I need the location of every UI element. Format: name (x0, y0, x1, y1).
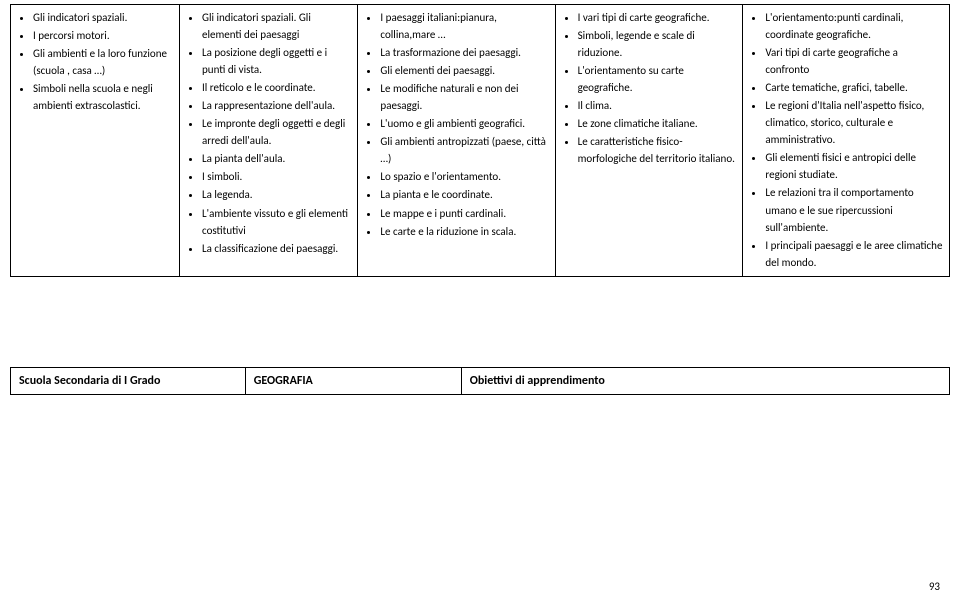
list-item: Simboli, legende e scale di riduzione. (578, 27, 737, 61)
content-column: I vari tipi di carte geografiche.Simboli… (555, 5, 743, 277)
list-item: Carte tematiche, grafici, tabelle. (765, 79, 943, 96)
bullet-list: Gli indicatori spaziali. Gli elementi de… (186, 9, 351, 257)
list-item: Gli elementi fisici e antropici delle re… (765, 149, 943, 183)
list-item: Lo spazio e l'orientamento. (380, 168, 548, 185)
list-item: Gli ambienti antropizzati (paese, città … (380, 133, 548, 167)
list-item: Il clima. (578, 97, 737, 114)
list-item: Gli indicatori spaziali. (33, 9, 173, 26)
list-item: La trasformazione dei paesaggi. (380, 44, 548, 61)
list-item: Gli ambienti e la loro funzione (scuola … (33, 45, 173, 79)
list-item: Simboli nella scuola e negli ambienti ex… (33, 80, 173, 114)
list-item: Le regioni d'Italia nell'aspetto fisico,… (765, 97, 943, 148)
list-item: I simboli. (202, 168, 351, 185)
list-item: La pianta dell'aula. (202, 150, 351, 167)
school-level: Scuola Secondaria di I Grado (11, 367, 246, 394)
list-item: I principali paesaggi e le aree climatic… (765, 237, 943, 271)
list-item: Le mappe e i punti cardinali. (380, 205, 548, 222)
list-item: La posizione degli oggetti e i punti di … (202, 44, 351, 78)
content-column: Gli indicatori spaziali. Gli elementi de… (180, 5, 358, 277)
list-item: L'orientamento su carte geografiche. (578, 62, 737, 96)
list-item: Il reticolo e le coordinate. (202, 79, 351, 96)
bullet-list: I vari tipi di carte geografiche.Simboli… (562, 9, 737, 167)
list-item: La classificazione dei paesaggi. (202, 240, 351, 257)
list-item: Gli elementi dei paesaggi. (380, 62, 548, 79)
content-column: L'orientamento:punti cardinali, coordina… (743, 5, 950, 277)
header-row-table: Scuola Secondaria di I Grado GEOGRAFIA O… (10, 367, 950, 395)
list-item: I percorsi motori. (33, 27, 173, 44)
section-title: Obiettivi di apprendimento (461, 367, 949, 394)
list-item: I paesaggi italiani:pianura, collina,mar… (380, 9, 548, 43)
bullet-list: I paesaggi italiani:pianura, collina,mar… (364, 9, 548, 240)
list-item: L'ambiente vissuto e gli elementi costit… (202, 205, 351, 239)
list-item: La legenda. (202, 186, 351, 203)
content-table: Gli indicatori spaziali.I percorsi motor… (10, 4, 950, 277)
list-item: La pianta e le coordinate. (380, 186, 548, 203)
list-item: L'uomo e gli ambienti geografici. (380, 115, 548, 132)
list-item: Le impronte degli oggetti e degli arredi… (202, 115, 351, 149)
list-item: Le zone climatiche italiane. (578, 115, 737, 132)
list-item: Le caratteristiche fisico-morfologiche d… (578, 133, 737, 167)
bullet-list: L'orientamento:punti cardinali, coordina… (749, 9, 943, 271)
list-item: Le carte e la riduzione in scala. (380, 223, 548, 240)
list-item: Gli indicatori spaziali. Gli elementi de… (202, 9, 351, 43)
list-item: Le relazioni tra il comportamento umano … (765, 184, 943, 235)
subject: GEOGRAFIA (245, 367, 461, 394)
list-item: L'orientamento:punti cardinali, coordina… (765, 9, 943, 43)
list-item: Vari tipi di carte geografiche a confron… (765, 44, 943, 78)
content-column: Gli indicatori spaziali.I percorsi motor… (11, 5, 180, 277)
list-item: I vari tipi di carte geografiche. (578, 9, 737, 26)
bullet-list: Gli indicatori spaziali.I percorsi motor… (17, 9, 173, 114)
content-column: I paesaggi italiani:pianura, collina,mar… (358, 5, 555, 277)
page-number: 93 (929, 580, 940, 593)
list-item: Le modifiche naturali e non dei paesaggi… (380, 80, 548, 114)
list-item: La rappresentazione dell'aula. (202, 97, 351, 114)
